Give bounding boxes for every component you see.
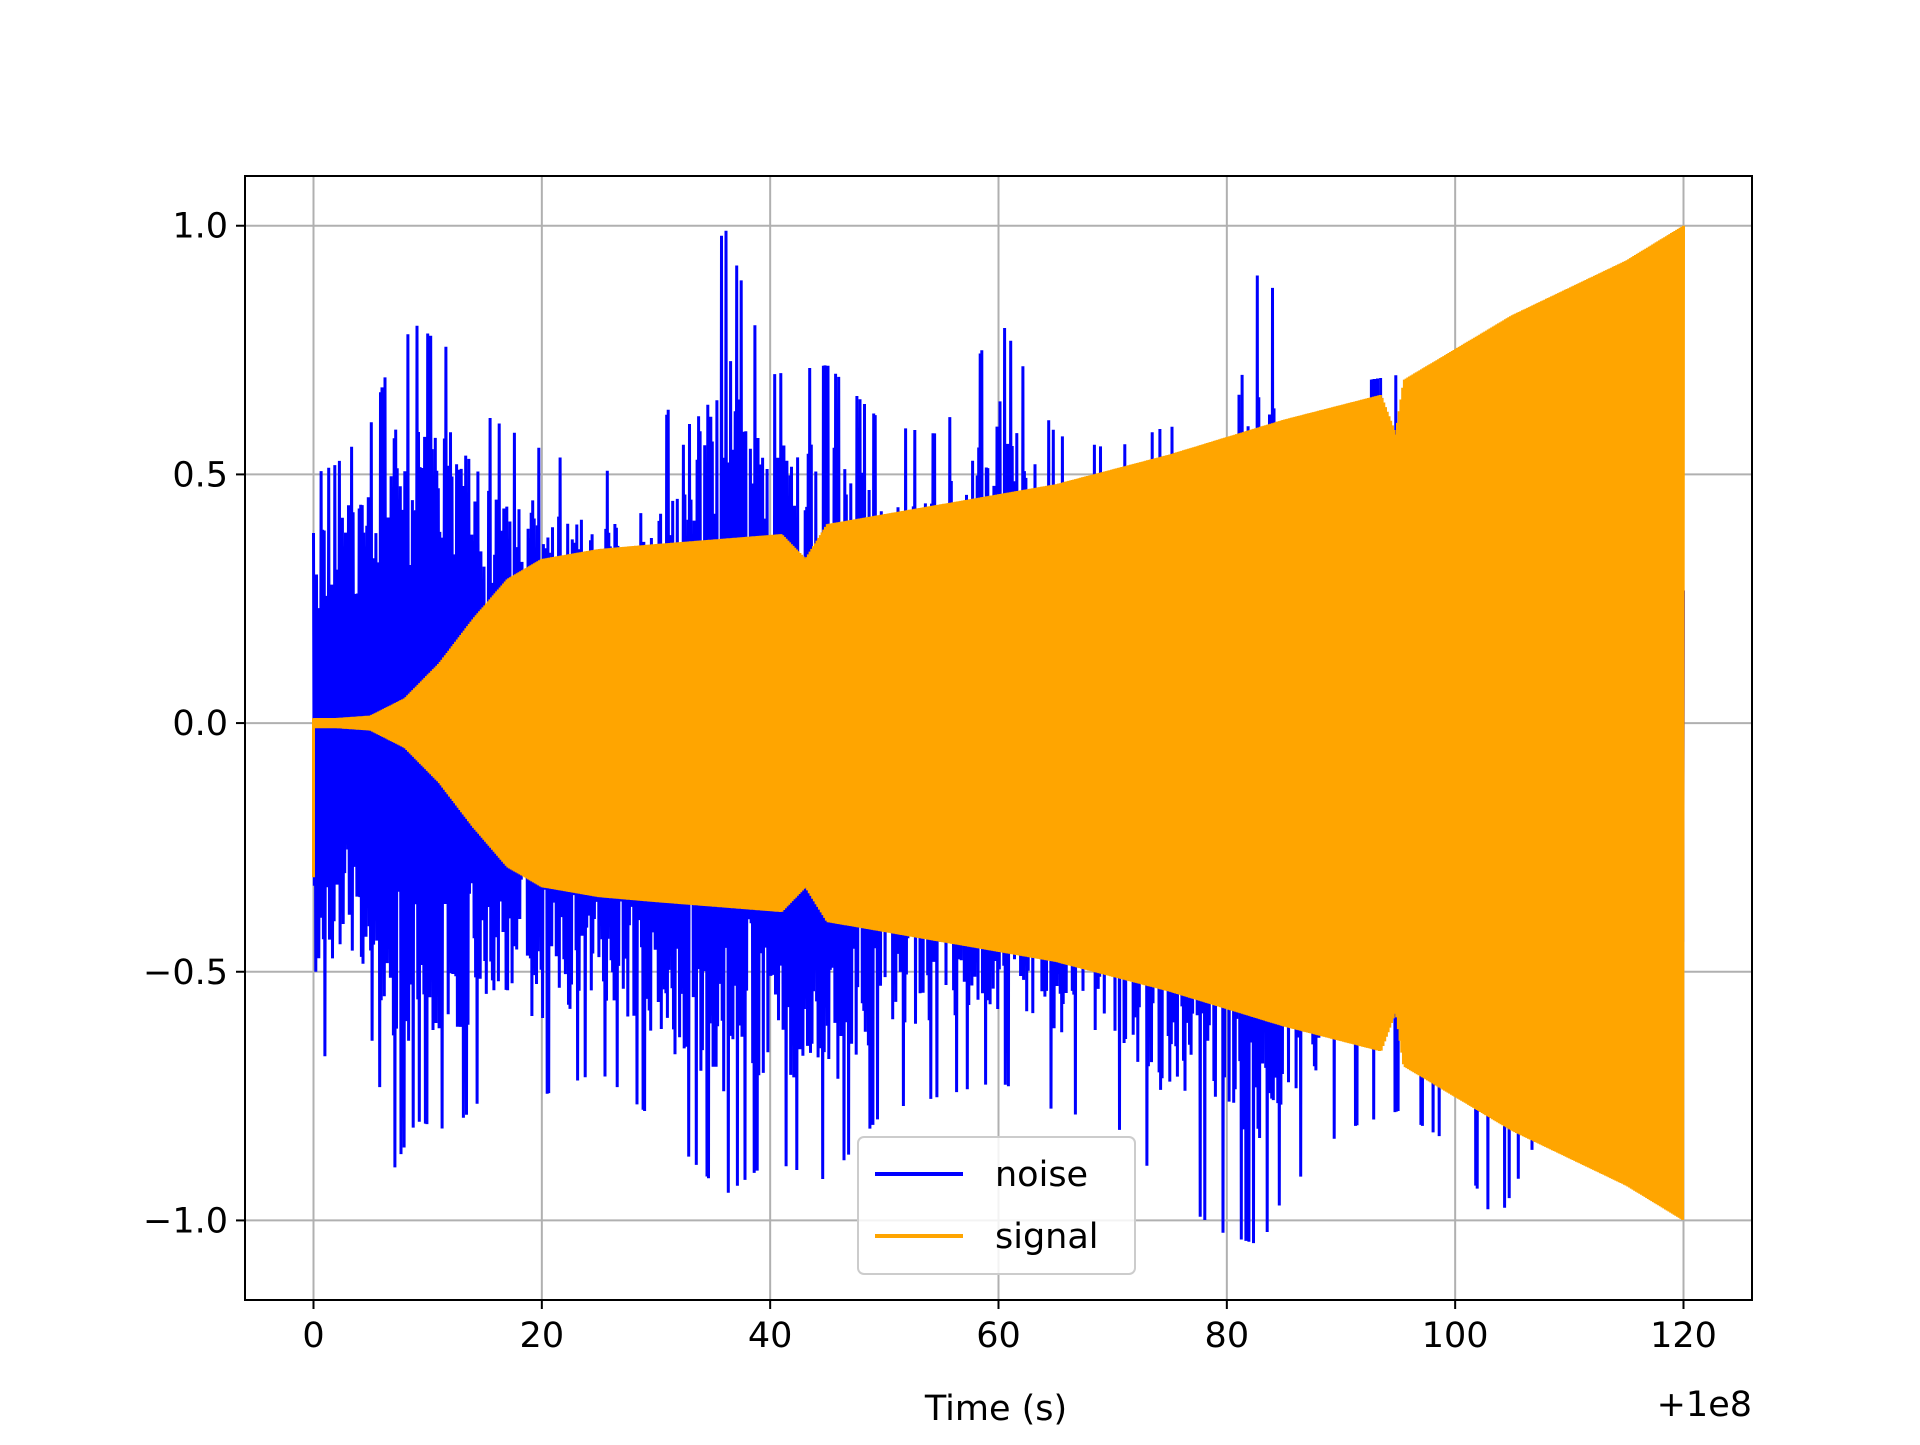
x-tick-label: 0 — [302, 1316, 324, 1356]
legend-label-signal: signal — [995, 1217, 1099, 1257]
legend-label-noise: noise — [995, 1155, 1088, 1195]
x-tick-label: 80 — [1205, 1316, 1250, 1356]
legend-box — [857, 1136, 1136, 1275]
x-tick-label: 120 — [1650, 1316, 1717, 1356]
x-tick-label: 60 — [976, 1316, 1021, 1356]
x-tick-label: 100 — [1422, 1316, 1489, 1356]
x-tick-label: 20 — [520, 1316, 565, 1356]
series-layer — [312, 225, 1685, 1244]
x-offset-label: +1e8 — [1657, 1385, 1752, 1425]
x-axis-label: Time (s) — [924, 1389, 1067, 1429]
y-tick-label: −0.5 — [143, 953, 228, 993]
y-tick-label: 0.0 — [172, 704, 228, 744]
legend: noise signal — [857, 1136, 1136, 1275]
axis-ticks: 0 20 40 60 80 100 120 1.0 0.5 0.0 −0.5 −1.0 — [143, 207, 1717, 1356]
x-tick-label: 40 — [748, 1316, 793, 1356]
y-tick-label: −1.0 — [143, 1201, 228, 1241]
y-tick-label: 1.0 — [172, 207, 228, 247]
series-line-signal — [312, 225, 1685, 1220]
y-tick-label: 0.5 — [172, 455, 228, 495]
